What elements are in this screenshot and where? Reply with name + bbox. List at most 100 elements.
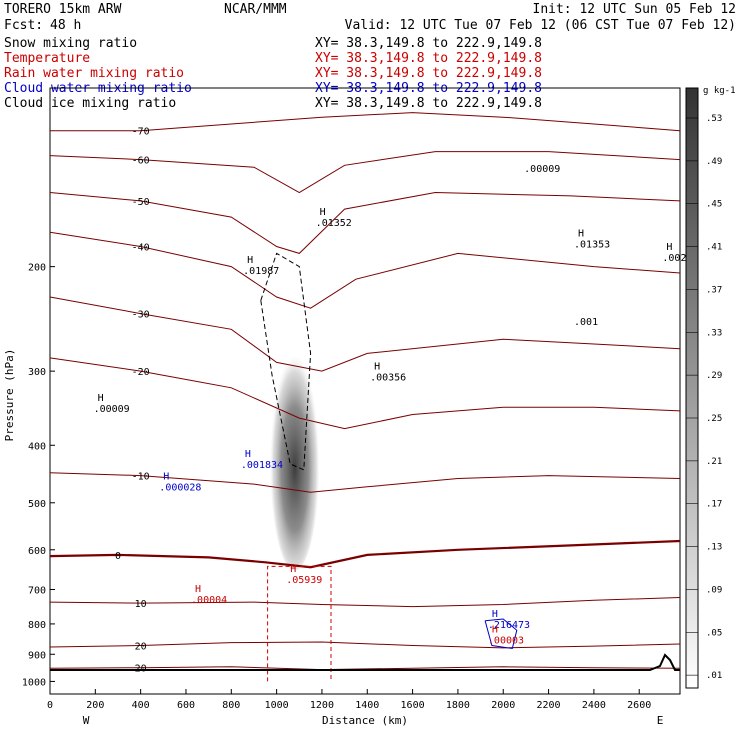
extremum-marker-3: H xyxy=(374,362,380,373)
temperature-contour-3 xyxy=(49,231,681,309)
x-tick-label-8: 1600 xyxy=(401,700,425,711)
temperature-label-1: -60 xyxy=(132,156,150,167)
y-tick-label-5: 700 xyxy=(28,586,46,597)
extremum-marker-2: H xyxy=(98,393,104,404)
y-tick-label-1: 300 xyxy=(28,367,46,378)
valid-time: Valid: 12 UTC Tue 07 Feb 12 (06 CST Tue … xyxy=(345,18,736,33)
extremum-value-10: .00009 xyxy=(524,164,560,175)
field-xy-4: XY= 38.3,149.8 to 222.9,149.8 xyxy=(315,96,542,111)
extremum-value-2: .00009 xyxy=(94,404,130,415)
x-axis-label: Distance (km) xyxy=(322,714,408,727)
extremum-value-8: .216473 xyxy=(488,620,530,631)
colorbar-label-12: .49 xyxy=(706,157,722,167)
extremum-value-1: .01987 xyxy=(243,266,279,277)
field-legend: Snow mixing ratio XY= 38.3,149.8 to 222.9… xyxy=(4,36,542,111)
y-tick-label-3: 500 xyxy=(28,499,46,510)
rain-contour-0 xyxy=(267,565,332,682)
extremum-value-0: .01352 xyxy=(316,218,352,229)
extremum-value-11: .01353 xyxy=(574,240,610,251)
colorbar-label-5: .21 xyxy=(706,457,722,467)
temperature-contour-4 xyxy=(49,296,681,372)
snow-core xyxy=(269,343,320,571)
model-title: TORERO 15km ARW xyxy=(4,2,122,17)
temperature-contour-1 xyxy=(49,151,681,194)
field-name-4: Cloud ice mixing ratio xyxy=(4,96,176,111)
temperature-contour-7 xyxy=(49,539,681,569)
extremum-marker-8: H xyxy=(492,609,498,620)
y-axis-label: Pressure (hPa) xyxy=(3,349,16,442)
temperature-label-6: -10 xyxy=(132,472,150,483)
y-tick-label-4: 600 xyxy=(28,546,46,557)
extrema-labels: H.01352H.01987H.00009H.00356H.001834H.00… xyxy=(94,164,687,647)
y-tick-label-6: 800 xyxy=(28,620,46,631)
extremum-value-3: .00356 xyxy=(370,373,406,384)
temperature-label-8: 10 xyxy=(135,599,147,610)
x-tick-label-0: 0 xyxy=(47,700,53,711)
colorbar-label-13: .53 xyxy=(706,114,722,124)
colorbar: g kg-1 .01 .05 .09 .13 .17 .21 .25 .29 .33 .37 .41… xyxy=(685,86,736,689)
extremum-marker-6: H xyxy=(290,564,296,575)
x-tick-label-4: 800 xyxy=(222,700,240,711)
cloud-water-contours xyxy=(484,618,518,650)
extremum-value-12: .002 xyxy=(662,253,686,264)
header: TORERO 15km ARW NCAR/MMM Init: 12 UTC Su… xyxy=(4,2,736,111)
x-tick-label-7: 1400 xyxy=(355,700,379,711)
colorbar-label-3: .13 xyxy=(706,543,722,553)
y-tick-label-0: 200 xyxy=(28,263,46,274)
x-tick-label-6: 1200 xyxy=(310,700,334,711)
colorbar-label-9: .37 xyxy=(706,285,722,295)
field-name-2: Rain water mixing ratio xyxy=(4,66,184,81)
field-xy-1: XY= 38.3,149.8 to 222.9,149.8 xyxy=(315,51,542,66)
cloud-water-contour-0 xyxy=(484,618,518,650)
extremum-marker-7: H xyxy=(195,584,201,595)
colorbar-ramp xyxy=(685,87,699,689)
colorbar-label-1: .05 xyxy=(706,628,722,638)
temperature-label-2: -50 xyxy=(132,197,150,208)
temperature-label-9: 20 xyxy=(135,642,147,653)
west-label: W xyxy=(83,714,90,727)
org-title: NCAR/MMM xyxy=(224,2,287,17)
colorbar-label-7: .29 xyxy=(706,371,722,381)
colorbar-label-4: .17 xyxy=(706,500,722,510)
colorbar-label-6: .25 xyxy=(706,414,722,424)
extremum-marker-0: H xyxy=(320,207,326,218)
extremum-marker-12: H xyxy=(666,242,672,253)
colorbar-unit: g kg-1 xyxy=(703,86,736,96)
temperature-contour-8 xyxy=(49,597,681,608)
extremum-value-9: .00003 xyxy=(488,636,524,647)
extremum-marker-1: H xyxy=(247,255,253,266)
extremum-value-7: .00004 xyxy=(191,595,227,606)
temperature-contour-2 xyxy=(49,191,681,254)
plot-frame xyxy=(49,87,681,695)
x-tick-label-9: 1800 xyxy=(446,700,470,711)
x-tick-label-12: 2400 xyxy=(582,700,606,711)
snow-shading xyxy=(269,343,320,571)
temperature-label-4: -30 xyxy=(132,310,150,321)
temperature-label-5: -20 xyxy=(132,367,150,378)
field-name-1: Temperature xyxy=(4,51,90,66)
ice-contour-0 xyxy=(260,252,312,471)
field-xy-0: XY= 38.3,149.8 to 222.9,149.8 xyxy=(315,36,542,51)
east-label: E xyxy=(657,714,664,727)
x-tick-label-3: 600 xyxy=(177,700,195,711)
x-tick-label-11: 2200 xyxy=(537,700,561,711)
y-tick-label-7: 900 xyxy=(28,650,46,661)
temperature-contour-5 xyxy=(49,357,681,430)
field-xy-2: XY= 38.3,149.8 to 222.9,149.8 xyxy=(315,66,542,81)
field-name-0: Snow mixing ratio xyxy=(4,36,137,51)
temperature-contour-6 xyxy=(49,472,681,493)
extremum-marker-4: H xyxy=(245,449,251,460)
temperature-contour-9 xyxy=(49,641,681,649)
temperature-label-0: -70 xyxy=(132,127,150,138)
colorbar-label-8: .33 xyxy=(706,328,722,338)
temperature-label-7: 0 xyxy=(115,551,121,562)
temperature-label-3: -40 xyxy=(132,243,150,254)
x-tick-label-10: 2000 xyxy=(491,700,515,711)
x-axis: 0 200 400 600 800 1000 1200 1400 1600 1800 2000 220… xyxy=(47,689,651,711)
extremum-marker-9: H xyxy=(492,625,498,636)
rain-water-contours xyxy=(267,565,332,682)
colorbar-label-0: .01 xyxy=(706,671,722,681)
